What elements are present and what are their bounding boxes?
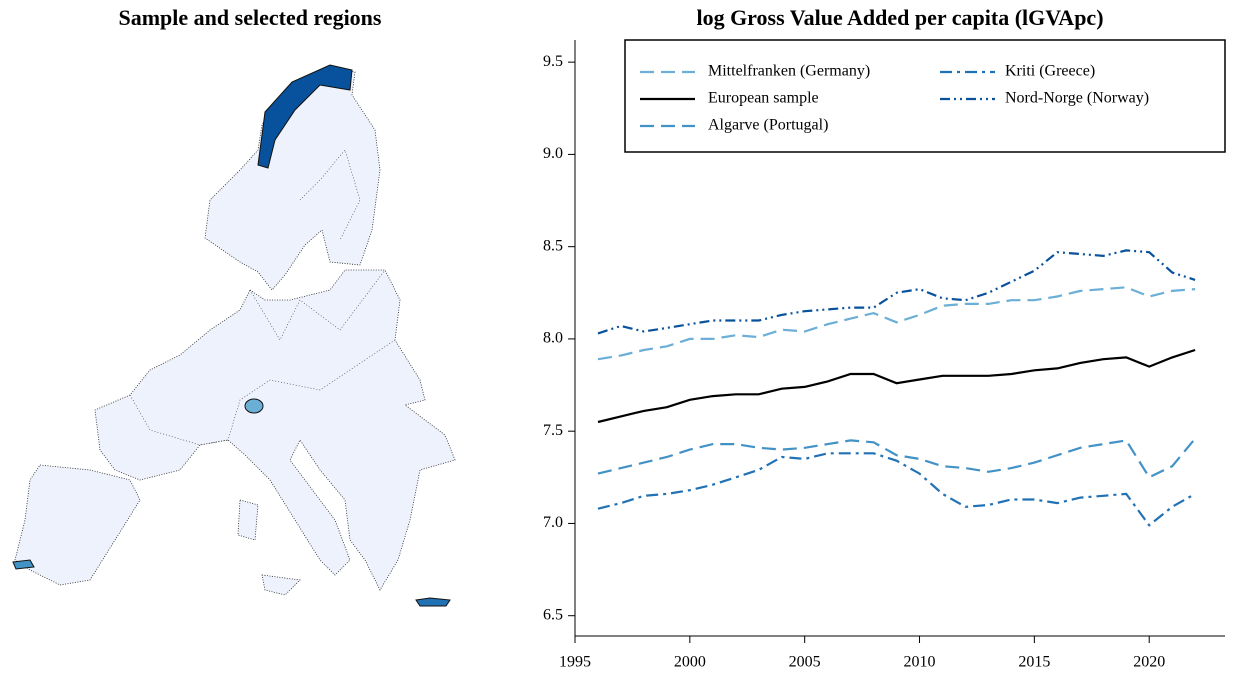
region — [261, 574, 301, 596]
chart-title: log Gross Value Added per capita (lGVApc… — [696, 5, 1103, 30]
series-line — [597, 452, 1196, 527]
legend-label: Algarve (Portugal) — [708, 117, 828, 134]
x-tick-label: 2005 — [789, 654, 821, 671]
selected-region — [12, 559, 35, 570]
map — [12, 64, 456, 607]
selected-region — [244, 398, 264, 414]
y-tick-label: 7.0 — [543, 514, 563, 531]
legend-label: European sample — [708, 90, 819, 107]
selected-region — [257, 64, 353, 169]
series-line — [597, 286, 1196, 361]
selected-region — [415, 597, 451, 607]
region — [94, 269, 456, 591]
x-tick-label: 2020 — [1133, 654, 1165, 671]
region-border — [129, 339, 396, 446]
region — [237, 499, 259, 541]
legend-label: Kriti (Greece) — [1005, 63, 1095, 80]
legend-label: Nord-Norge (Norway) — [1005, 90, 1149, 107]
legend — [624, 39, 1226, 153]
y-tick-label: 6.5 — [543, 606, 563, 623]
map-title: Sample and selected regions — [119, 5, 382, 30]
y-tick-label: 8.0 — [543, 330, 563, 347]
region-border — [299, 149, 361, 241]
y-tick-label: 9.0 — [543, 145, 563, 162]
x-tick-label: 2010 — [904, 654, 936, 671]
x-tick-label: 2000 — [674, 654, 706, 671]
y-tick-label: 7.5 — [543, 422, 563, 439]
series-line — [597, 437, 1196, 479]
region — [204, 67, 381, 291]
legend-label: Mittelfranken (Germany) — [708, 63, 870, 80]
y-tick-label: 9.5 — [543, 53, 563, 70]
series-line — [597, 348, 1196, 424]
series-line — [597, 249, 1196, 335]
x-tick-label: 1995 — [559, 654, 591, 671]
y-tick-label: 8.5 — [543, 237, 563, 254]
region — [14, 464, 141, 586]
x-tick-label: 2015 — [1018, 654, 1050, 671]
